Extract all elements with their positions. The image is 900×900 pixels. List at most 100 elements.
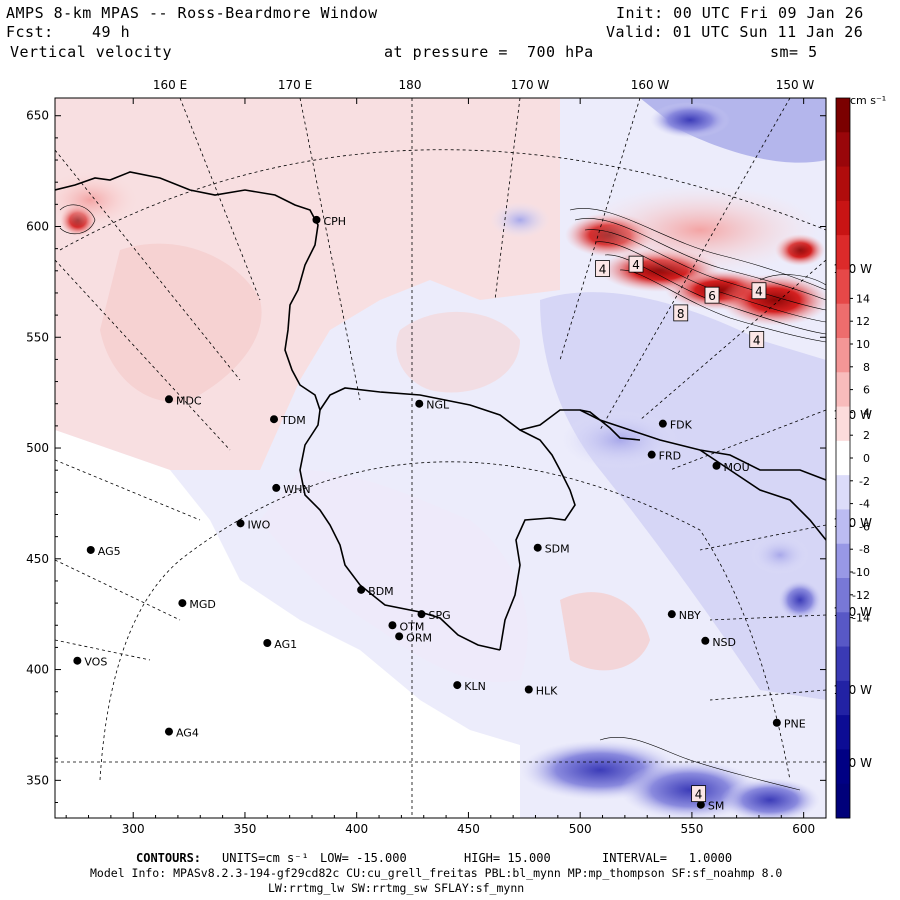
colorbar-swatch [836,303,850,339]
station-dot [178,599,187,608]
station-mdc: MDC [164,394,202,407]
station-label: MDC [176,394,202,407]
station-dot [272,483,281,492]
station-dot [701,636,710,645]
station-hlk: HLK [524,685,558,698]
station-spg: SPG [417,609,451,622]
station-bdm: BDM [357,585,394,598]
station-dot [164,395,173,404]
coastline [55,171,826,651]
contours-high: HIGH= 15.000 [464,851,551,865]
y-tick-label: 650 [26,109,49,123]
station-label: BDM [368,585,394,598]
colorbar-label: -6 [859,520,870,533]
station-label: FRD [659,450,681,463]
station-label: CPH [323,215,346,228]
colorbar-swatch [836,715,850,750]
lon-label-180: 180 [399,78,422,92]
valid-time: Valid: 01 UTC Sun 11 Jan 26 [606,23,864,41]
colorbar-swatch [836,200,850,236]
y-tick-label: 500 [26,441,49,455]
colorbar-label: -2 [859,475,870,488]
station-dot [696,800,705,809]
colorbar-swatch [836,98,850,133]
station-label: SM [708,800,724,813]
station-label: SDM [545,543,570,556]
contours-label: CONTOURS: [136,851,202,865]
station-dot [388,621,397,630]
contour-label-box [751,282,767,300]
pressure-level: at pressure = 700 hPa [384,43,594,61]
contour-label: 4 [595,260,610,277]
colorbar-swatch [836,612,850,648]
contour-label-box [749,331,765,348]
station-iwo: IWO [236,518,271,531]
y-tick-label: 550 [26,330,49,344]
colorbar-swatch [836,440,850,476]
contours-interval: INTERVAL= 1.0000 [602,851,733,865]
station-dot [415,399,424,408]
contours-low: LOW= -15.000 [320,851,407,865]
contour-label-text: 4 [755,285,763,299]
colorbar-swatch [836,132,850,168]
lon-label-150w: 150 W [776,78,815,92]
contour-label-box [628,255,644,273]
colorbar-swatch [836,166,850,202]
contour-label-box [595,260,610,277]
contour-label-text: 4 [599,263,607,277]
graticule [55,98,826,818]
station-label: NBY [679,609,701,622]
station-label: AG4 [176,727,199,740]
top-longitude-labels: 160 E 170 E 180 170 W 160 W 150 W [153,78,815,92]
station-label: NGL [426,399,450,412]
x-tick-label: 350 [234,822,257,836]
colorbar-label: -4 [859,498,870,511]
colorbar-swatch [836,543,850,579]
station-sm: SM [696,800,724,813]
station-label: VOS [84,656,107,669]
colorbar-unit: cm s⁻¹ [850,94,886,107]
station-dot [312,215,321,224]
station-pne: PNE [772,718,806,731]
station-label: IWO [247,518,270,531]
colorbar-label: 4 [863,406,870,419]
station-dot [86,545,95,554]
field-shading [55,98,826,818]
x-tick-label: 300 [122,822,145,836]
y-tick-label: 450 [26,552,49,566]
station-dot [395,632,404,641]
contour-label-text: 4 [632,258,640,272]
colorbar-swatch [836,509,850,545]
station-dot [357,585,366,594]
station-dot [524,685,533,694]
map-plot: CPH NGL MDC TDM FDK FRD MOU WHN IWO AG5 SDM BDM MGD N… [26,78,886,836]
station-mgd: MGD [178,598,216,611]
station-label: MOU [723,461,749,474]
station-orm: ORM [395,631,432,644]
station-dot [73,656,82,665]
station-cph: CPH [312,215,346,228]
y-tick-label: 350 [26,773,49,787]
station-label: FDK [670,419,693,432]
forecast-label: Fcst: [6,23,54,41]
contour-label: 8 [673,304,689,322]
colorbar-swatch [836,269,850,305]
station-nby: NBY [667,609,701,622]
contour-value-labels: 4 4 6 8 4 4 4 [595,255,767,803]
x-tick-label: 550 [680,822,703,836]
contour-label-text: 4 [695,788,703,802]
contour-label-box [691,785,707,803]
colorbar-swatch [836,235,850,270]
colorbar-label: 14 [856,292,870,305]
station-label: HLK [536,685,558,698]
colorbar-label: -14 [852,612,870,625]
colorbar-label: -8 [859,543,870,556]
station-dot [533,543,542,552]
field-name: Vertical velocity [10,43,173,61]
map-title: AMPS 8-km MPAS -- Ross-Beardmore Window [6,4,378,22]
y-axis: 650 600 550 500 450 400 350 [26,109,826,803]
station-vos: VOS [73,656,107,669]
station-dot [236,519,245,528]
station-label: PNE [784,718,806,731]
station-label: MGD [189,598,216,611]
